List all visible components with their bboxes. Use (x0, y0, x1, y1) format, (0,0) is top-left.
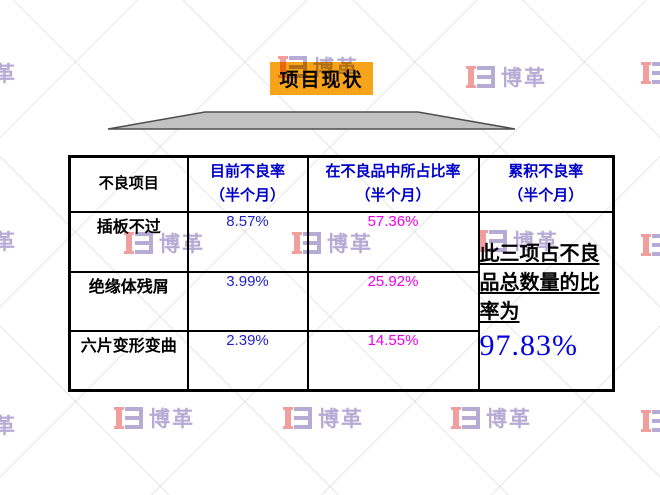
header-line2: （半个月） (508, 187, 584, 204)
header-line1: 不良项目 (98, 175, 159, 192)
section-title-box: 项目现状 (270, 62, 373, 95)
col-header-current-rate: 目前不良率 （半个月） (186, 155, 309, 213)
defect-item-cell: 绝缘体残屑 (68, 271, 189, 332)
header-line2: （半个月） (209, 187, 285, 204)
table-row: 绝缘体残屑 3.99% 25.92% (68, 271, 614, 332)
header-line1: 累积不良率 (508, 164, 584, 181)
cumulative-summary-cell: 此三项占不良品总数量的比率为 97.83% (477, 211, 615, 392)
summary-note: 此三项占不良品总数量的比率为 (479, 242, 600, 323)
current-rate-cell: 2.39% (186, 330, 309, 392)
col-header-share-rate: 在不良品中所占比率 （半个月） (306, 155, 480, 213)
defect-item-cell: 六片变形变曲 (68, 330, 189, 392)
header-line1: 目前不良率 (209, 164, 285, 181)
status-table: 不良项目 目前不良率 （半个月） 在不良品中所占比率 （半个月） 累积不良率 （… (68, 155, 615, 392)
defect-item-cell: 插板不过 (68, 211, 189, 273)
share-rate-cell: 14.55% (306, 330, 480, 392)
share-rate-cell: 25.92% (306, 271, 480, 332)
summary-value: 97.83% (479, 328, 578, 362)
current-rate-cell: 8.57% (186, 211, 309, 273)
col-header-defect-item: 不良项目 (68, 155, 189, 213)
table-header-row: 不良项目 目前不良率 （半个月） 在不良品中所占比率 （半个月） 累积不良率 （… (68, 155, 615, 213)
share-rate-cell: 57.36% (306, 211, 480, 273)
table-row: 六片变形变曲 2.39% 14.55% (68, 330, 614, 392)
header-line1: 在不良品中所占比率 (325, 164, 461, 181)
table-row: 插板不过 8.57% 57.36% 此三项占不良品总数量的比率为 97.83% (68, 211, 615, 392)
col-header-cumulative-rate: 累积不良率 （半个月） (477, 155, 615, 213)
current-rate-cell: 3.99% (186, 271, 309, 332)
header-line2: （半个月） (355, 187, 431, 204)
section-title-text: 项目现状 (279, 70, 364, 91)
